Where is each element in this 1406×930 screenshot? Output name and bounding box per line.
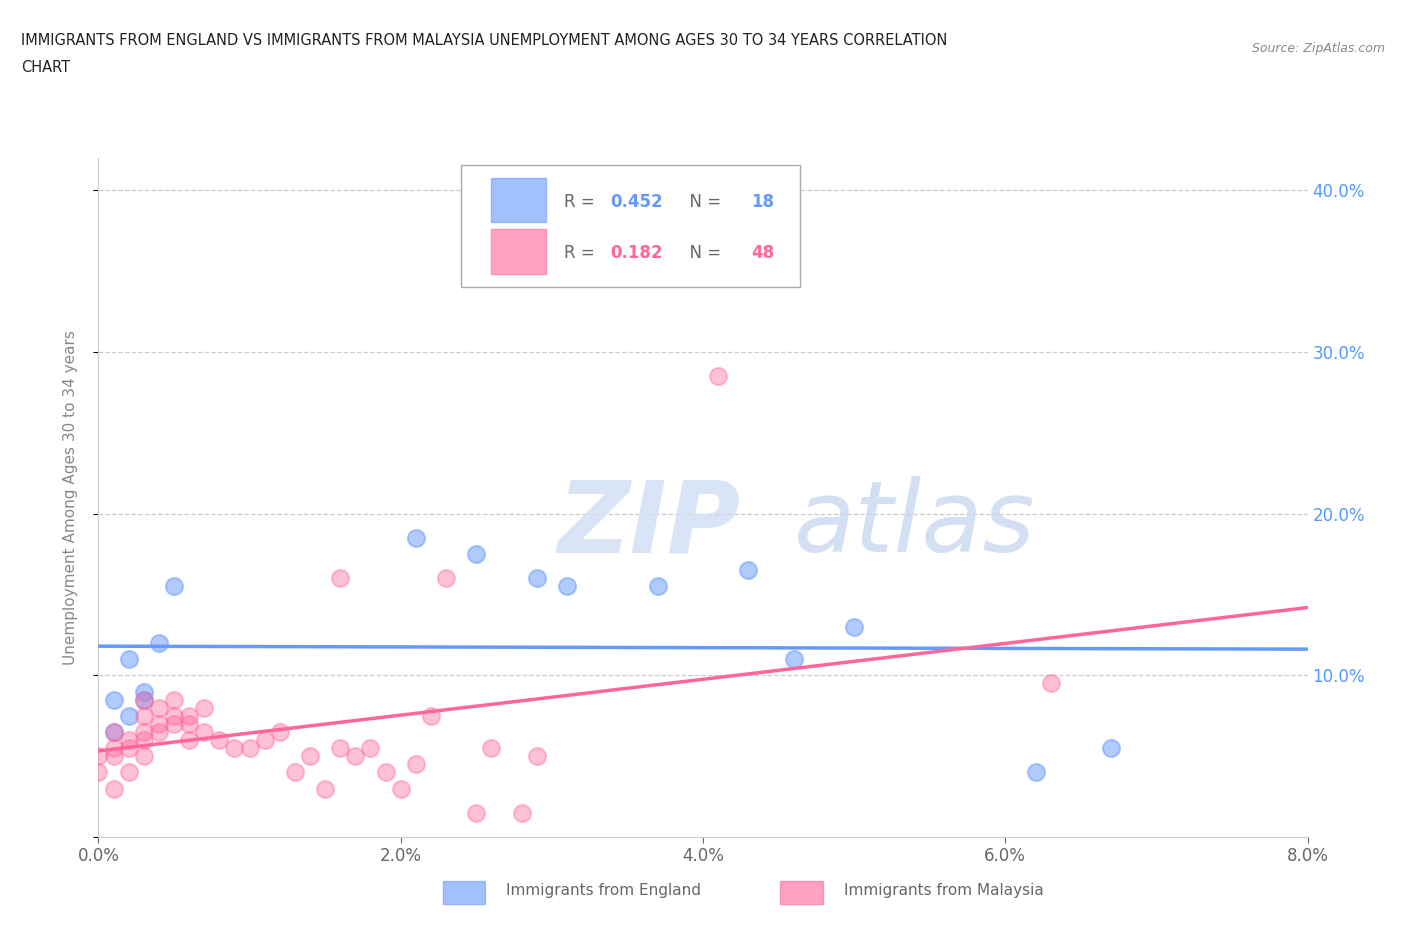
Point xyxy=(707,369,730,384)
Text: Immigrants from Malaysia: Immigrants from Malaysia xyxy=(844,884,1043,898)
Point xyxy=(269,724,291,739)
Point xyxy=(132,749,155,764)
Point xyxy=(434,571,457,586)
Bar xyxy=(492,179,546,222)
Point xyxy=(420,709,443,724)
Text: 0.452: 0.452 xyxy=(610,193,662,211)
Text: R =: R = xyxy=(564,245,600,262)
Point xyxy=(132,709,155,724)
Point xyxy=(87,749,110,764)
Point xyxy=(253,733,276,748)
Point xyxy=(555,579,578,594)
Text: N =: N = xyxy=(679,193,725,211)
Point xyxy=(374,764,396,779)
Point xyxy=(103,740,125,755)
Point xyxy=(465,547,488,562)
Point xyxy=(389,781,412,796)
Point xyxy=(647,579,669,594)
Text: N =: N = xyxy=(679,245,725,262)
Point xyxy=(148,635,170,650)
Text: 0.182: 0.182 xyxy=(610,245,662,262)
Point xyxy=(103,749,125,764)
Point xyxy=(526,571,548,586)
Point xyxy=(737,563,759,578)
Point xyxy=(132,692,155,707)
Point xyxy=(405,530,427,545)
FancyBboxPatch shape xyxy=(461,165,800,287)
Point xyxy=(526,749,548,764)
Point xyxy=(1039,676,1062,691)
Point xyxy=(118,733,141,748)
Point xyxy=(132,684,155,699)
Point xyxy=(344,749,367,764)
Point xyxy=(844,619,866,634)
Point xyxy=(179,709,201,724)
Point xyxy=(103,781,125,796)
Point xyxy=(193,724,215,739)
Text: ZIP: ZIP xyxy=(558,476,741,573)
Point xyxy=(118,740,141,755)
Y-axis label: Unemployment Among Ages 30 to 34 years: Unemployment Among Ages 30 to 34 years xyxy=(63,330,77,665)
Text: 18: 18 xyxy=(751,193,775,211)
Point xyxy=(163,716,186,731)
Point xyxy=(329,571,352,586)
Point xyxy=(87,764,110,779)
Text: R =: R = xyxy=(564,193,600,211)
Point xyxy=(118,764,141,779)
Point xyxy=(163,692,186,707)
Point xyxy=(329,740,352,755)
Point xyxy=(118,709,141,724)
Point xyxy=(314,781,336,796)
Text: IMMIGRANTS FROM ENGLAND VS IMMIGRANTS FROM MALAYSIA UNEMPLOYMENT AMONG AGES 30 T: IMMIGRANTS FROM ENGLAND VS IMMIGRANTS FR… xyxy=(21,33,948,47)
Point xyxy=(179,716,201,731)
Point xyxy=(103,724,125,739)
Point xyxy=(118,652,141,667)
Point xyxy=(405,757,427,772)
Bar xyxy=(492,230,546,273)
Point xyxy=(239,740,262,755)
Text: CHART: CHART xyxy=(21,60,70,75)
Point xyxy=(103,692,125,707)
Point xyxy=(163,579,186,594)
Point xyxy=(224,740,246,755)
Text: 48: 48 xyxy=(751,245,775,262)
Point xyxy=(148,724,170,739)
Point xyxy=(284,764,307,779)
Point xyxy=(193,700,215,715)
Text: Immigrants from England: Immigrants from England xyxy=(506,884,702,898)
Point xyxy=(783,652,806,667)
Point xyxy=(299,749,322,764)
Point xyxy=(163,709,186,724)
Point xyxy=(465,805,488,820)
Point xyxy=(179,733,201,748)
Point xyxy=(132,692,155,707)
Point xyxy=(148,716,170,731)
Point xyxy=(481,740,503,755)
Text: Source: ZipAtlas.com: Source: ZipAtlas.com xyxy=(1251,42,1385,55)
Point xyxy=(132,724,155,739)
Point xyxy=(360,740,382,755)
Point xyxy=(208,733,231,748)
Point xyxy=(510,805,533,820)
Point xyxy=(132,733,155,748)
Point xyxy=(1099,740,1122,755)
Point xyxy=(103,724,125,739)
Text: atlas: atlas xyxy=(793,476,1035,573)
Point xyxy=(1025,764,1047,779)
Point xyxy=(148,700,170,715)
